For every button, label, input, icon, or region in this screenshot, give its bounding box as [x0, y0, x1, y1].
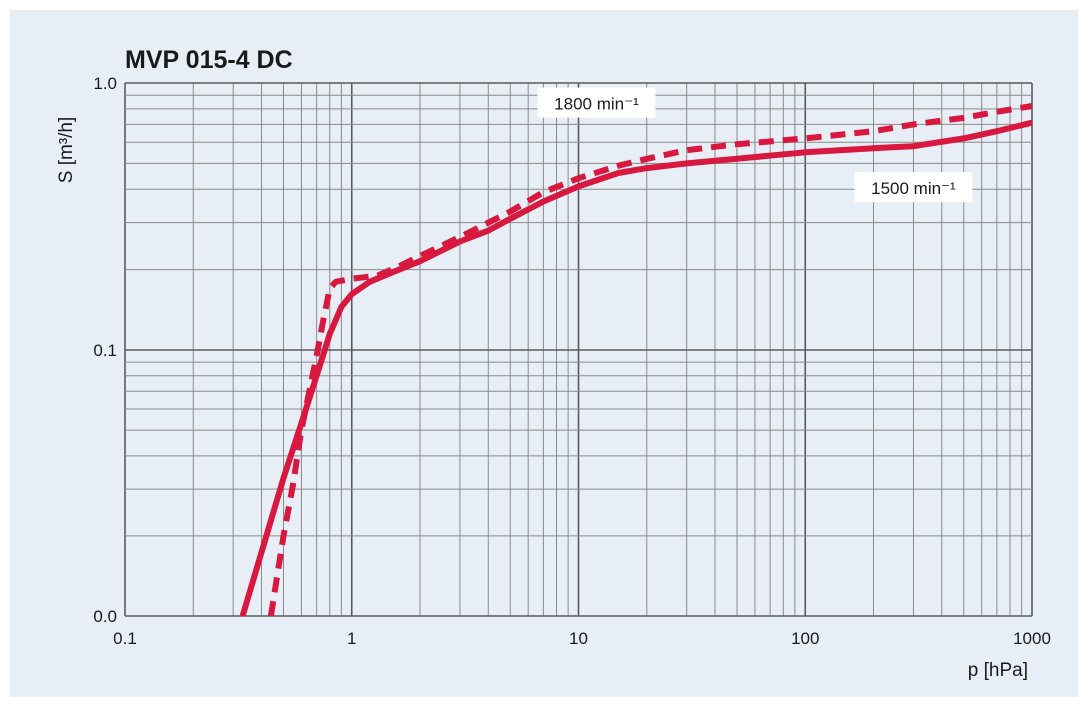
- x-axis-label: p [hPa]: [968, 660, 1028, 681]
- y-tick-label: 0.0: [93, 607, 117, 626]
- y-tick-label: 0.1: [93, 341, 117, 360]
- x-tick-label: 10: [569, 629, 588, 648]
- series-line-1500: [239, 119, 1033, 617]
- series-label-1800-bg: [537, 87, 656, 118]
- series-label-1500: 1500 min⁻¹: [871, 179, 956, 198]
- series-line-1800: [267, 103, 1033, 617]
- x-tick-label: 1000: [1013, 629, 1051, 648]
- series-layer: [239, 103, 1033, 617]
- series-label-1800: 1800 min⁻¹: [554, 95, 639, 114]
- x-tick-label: 0.1: [113, 629, 137, 648]
- series-label-1500-bg: [854, 172, 973, 203]
- chart-title: MVP 015-4 DC: [125, 46, 293, 74]
- y-tick-label: 1.0: [93, 74, 117, 93]
- chart-svg: 0.0 0.1 1.0 0.1 1 10 100 1000 1800 min⁻¹ 1500 mi…: [56, 46, 1051, 681]
- y-axis-label: S [m³/h]: [56, 117, 77, 184]
- grid-lines: 0.0 0.1 1.0 0.1 1 10 100 1000: [93, 74, 1051, 648]
- x-tick-label: 1: [347, 629, 356, 648]
- x-tick-label: 100: [791, 629, 819, 648]
- chart-panel: 0.0 0.1 1.0 0.1 1 10 100 1000 1800 min⁻¹ 1500 mi…: [10, 10, 1078, 697]
- labels-layer: 1800 min⁻¹ 1500 min⁻¹: [537, 87, 973, 203]
